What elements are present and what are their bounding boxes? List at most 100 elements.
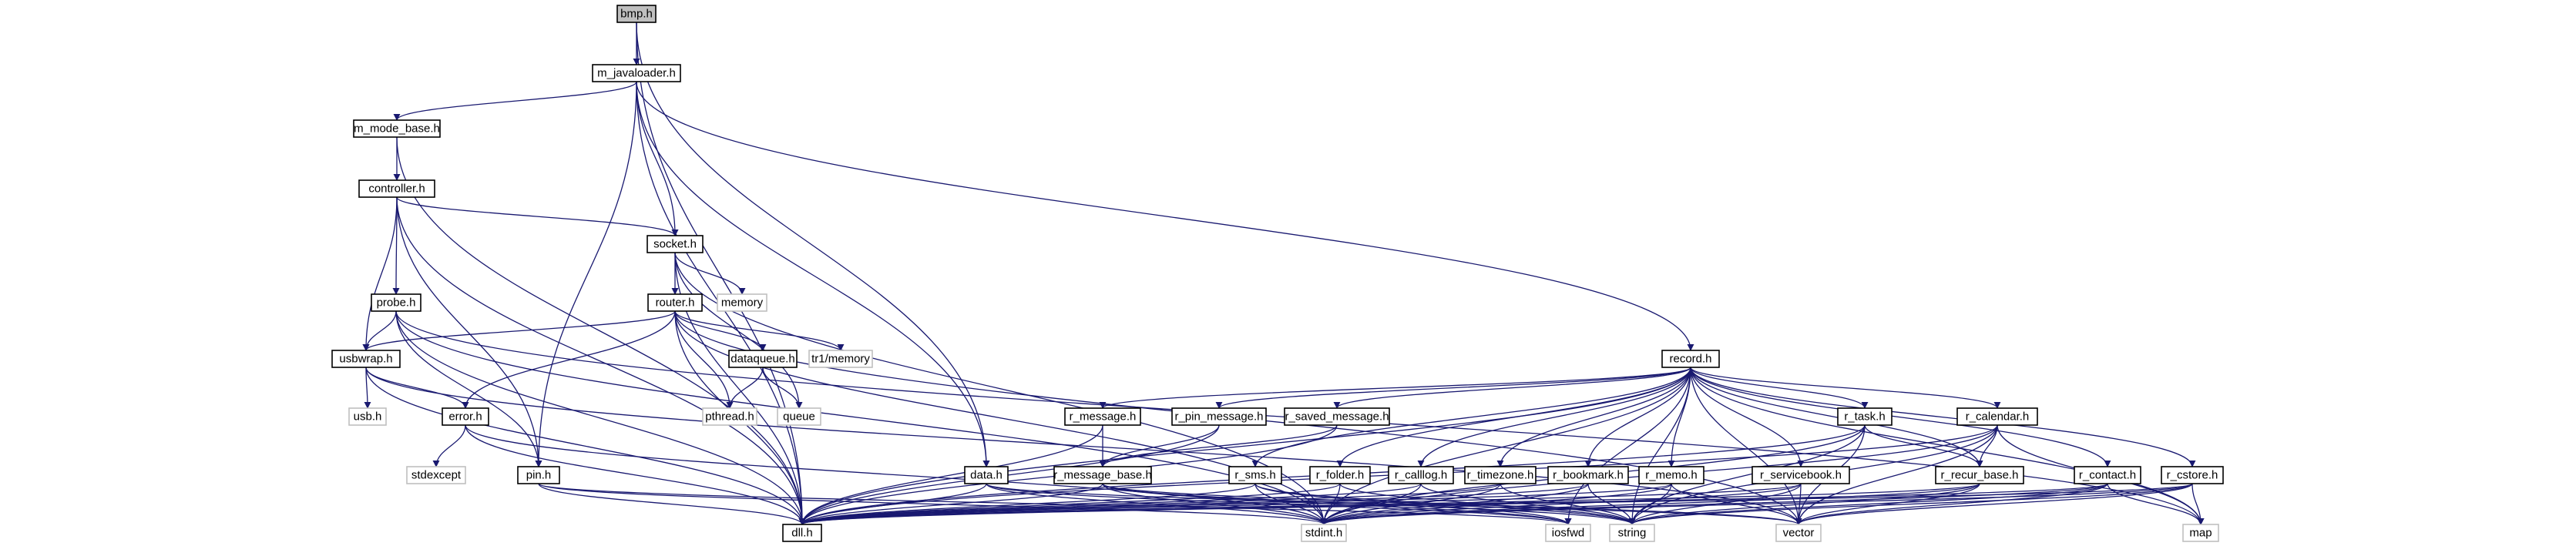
node-socket[interactable]: socket.h xyxy=(647,236,703,253)
node-label-rservice: r_servicebook.h xyxy=(1760,469,1842,482)
node-rtask[interactable]: r_task.h xyxy=(1838,408,1892,425)
edge-bmp-to-dll xyxy=(636,22,802,524)
node-rpinmsg[interactable]: r_pin_message.h xyxy=(1172,408,1266,425)
node-label-rbookmark: r_bookmark.h xyxy=(1553,469,1624,482)
edge-probe-to-usbwrap xyxy=(366,311,396,350)
node-errorh[interactable]: error.h xyxy=(442,408,489,425)
node-label-rtask: r_task.h xyxy=(1844,410,1885,424)
file-nodes: bmp.h m_javaloader.h m_mode_base.h controll… xyxy=(332,5,2223,541)
node-queue: queue xyxy=(778,408,821,425)
node-label-rcstore: r_cstore.h xyxy=(2167,469,2218,482)
node-label-rmsgbase: r_message_base.h xyxy=(1053,469,1152,482)
node-router[interactable]: router.h xyxy=(648,294,702,311)
node-label-queue: queue xyxy=(783,410,815,424)
node-label-rsms: r_sms.h xyxy=(1234,469,1275,482)
node-label-pin: pin.h xyxy=(526,469,552,482)
node-tr1memory: tr1/memory xyxy=(809,350,872,367)
edge-router-to-tr1memory xyxy=(675,311,841,350)
edge-record-to-rpinmsg xyxy=(1219,367,1691,408)
edge-socket-to-queue xyxy=(675,253,799,408)
node-rtimezone[interactable]: r_timezone.h xyxy=(1465,467,1536,484)
edge-controller-to-usbwrap xyxy=(366,197,397,350)
node-stdint: stdint.h xyxy=(1301,524,1346,541)
node-rservice[interactable]: r_servicebook.h xyxy=(1752,467,1849,484)
node-label-controller: controller.h xyxy=(368,183,425,196)
node-label-iosfwd: iosfwd xyxy=(1552,527,1585,540)
node-pthread: pthread.h xyxy=(703,408,757,425)
node-label-rcontact: r_contact.h xyxy=(2079,469,2136,482)
node-label-usb: usb.h xyxy=(354,410,382,424)
edge-router-to-usbwrap xyxy=(366,311,675,350)
node-usb: usb.h xyxy=(349,408,386,425)
edge-controller-to-socket xyxy=(397,197,675,236)
node-label-rcalendar: r_calendar.h xyxy=(1966,410,2030,424)
node-label-rpinmsg: r_pin_message.h xyxy=(1174,410,1263,424)
node-label-usbwrap: usbwrap.h xyxy=(339,353,392,366)
node-label-rcalllog: r_calllog.h xyxy=(1395,469,1447,482)
node-record[interactable]: record.h xyxy=(1662,350,1719,367)
node-rmemo[interactable]: r_memo.h xyxy=(1639,467,1704,484)
edge-usbwrap-to-errorh xyxy=(366,367,465,408)
edge-javaloader-to-socket xyxy=(636,82,675,236)
edge-record-to-map xyxy=(1691,367,2201,524)
node-controller[interactable]: controller.h xyxy=(359,180,435,197)
node-label-dll: dll.h xyxy=(791,527,813,540)
node-pin[interactable]: pin.h xyxy=(518,467,559,484)
edge-controller-to-pin xyxy=(397,197,539,467)
node-label-tr1memory: tr1/memory xyxy=(811,353,870,366)
node-label-modebase: m_mode_base.h xyxy=(354,122,440,136)
node-label-javaloader: m_javaloader.h xyxy=(597,67,676,80)
node-usbwrap[interactable]: usbwrap.h xyxy=(332,350,400,367)
node-rrecur[interactable]: r_recur_base.h xyxy=(1936,467,2024,484)
edge-record-to-rcontact xyxy=(1691,367,2107,467)
node-javaloader[interactable]: m_javaloader.h xyxy=(593,65,680,82)
node-label-rmemo: r_memo.h xyxy=(1645,469,1698,482)
node-map: map xyxy=(2183,524,2218,541)
node-rcalendar[interactable]: r_calendar.h xyxy=(1957,408,2037,425)
node-rbookmark[interactable]: r_bookmark.h xyxy=(1548,467,1628,484)
node-label-map: map xyxy=(2189,527,2212,540)
edge-javaloader-to-record xyxy=(636,82,1691,350)
edge-javaloader-to-modebase xyxy=(397,82,636,120)
node-label-stdint: stdint.h xyxy=(1305,527,1342,540)
node-label-rsaved: r_saved_message.h xyxy=(1285,410,1389,424)
node-memory: memory xyxy=(717,294,767,311)
node-label-memory: memory xyxy=(721,296,764,310)
node-rsms[interactable]: r_sms.h xyxy=(1229,467,1281,484)
node-label-router: router.h xyxy=(656,296,695,310)
node-dll[interactable]: dll.h xyxy=(783,524,821,541)
edge-usbwrap-to-dll xyxy=(366,367,802,524)
node-label-datah: data.h xyxy=(970,469,1003,482)
node-rmsgbase[interactable]: r_message_base.h xyxy=(1053,467,1152,484)
node-datah[interactable]: data.h xyxy=(965,467,1008,484)
dependency-edges xyxy=(366,22,2201,524)
node-bmp[interactable]: bmp.h xyxy=(617,5,656,22)
node-label-bmp: bmp.h xyxy=(620,8,653,21)
node-dataqueue[interactable]: dataqueue.h xyxy=(729,350,797,367)
node-label-probe: probe.h xyxy=(377,296,416,310)
node-stdexcept: stdexcept xyxy=(407,467,465,484)
node-probe[interactable]: probe.h xyxy=(371,294,421,311)
node-label-rmessage: r_message.h xyxy=(1070,410,1137,424)
edge-rsaved-to-rmsgbase xyxy=(1103,425,1337,467)
node-rcontact[interactable]: r_contact.h xyxy=(2074,467,2141,484)
node-label-rrecur: r_recur_base.h xyxy=(1941,469,2019,482)
node-iosfwd: iosfwd xyxy=(1546,524,1590,541)
node-rcstore[interactable]: r_cstore.h xyxy=(2161,467,2223,484)
node-rsaved[interactable]: r_saved_message.h xyxy=(1285,408,1389,425)
edge-dataqueue-to-queue xyxy=(763,367,799,408)
node-rfolder[interactable]: r_folder.h xyxy=(1310,467,1370,484)
node-rmessage[interactable]: r_message.h xyxy=(1065,408,1140,425)
node-label-record: record.h xyxy=(1669,353,1711,366)
node-label-vector: vector xyxy=(1783,527,1815,540)
edge-javaloader-to-pin xyxy=(539,82,636,467)
node-label-stdexcept: stdexcept xyxy=(411,469,462,482)
edge-router-to-errorh xyxy=(465,311,675,408)
node-rcalllog[interactable]: r_calllog.h xyxy=(1389,467,1453,484)
node-label-socket: socket.h xyxy=(653,238,697,251)
node-modebase[interactable]: m_mode_base.h xyxy=(354,120,440,137)
node-label-string: string xyxy=(1618,527,1647,540)
node-label-dataqueue: dataqueue.h xyxy=(730,353,794,366)
edge-errorh-to-dll xyxy=(465,425,802,524)
